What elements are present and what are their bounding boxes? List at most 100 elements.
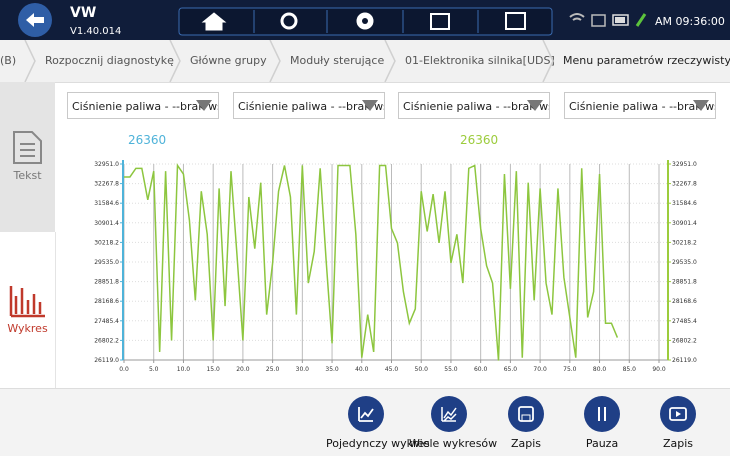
breadcrumb-separator [169,40,181,82]
x-tick-label: 10.0 [177,366,191,373]
breadcrumb[interactable]: Menu parametrów rzeczywistych [563,54,730,67]
breadcrumb[interactable]: Moduły sterujące [290,54,385,67]
y2-tick-label: 29535.0 [672,259,697,266]
sidebar-label: Tekst [13,169,42,182]
breadcrumb-separator [542,40,554,82]
x-tick-label: 25.0 [266,366,280,373]
breadcrumb-separator [384,40,396,82]
x-tick-label: 85.0 [623,366,637,373]
toolbar-button[interactable]: Zapis [486,396,566,450]
breadcrumb-separator [269,40,281,82]
toolbar-button[interactable]: Pojedynczy wykres [326,396,430,450]
dropdown-text: Ciśnienie paliwa - --brak wsk [238,100,385,113]
y-tick-label: 26802.2 [94,337,119,344]
dropdown-text: Ciśnienie paliwa - --brak wsk [403,100,550,113]
y2-tick-label: 32951.0 [672,161,697,168]
x-tick-label: 65.0 [504,366,518,373]
breadcrumb[interactable]: Główne grupy [190,54,267,67]
y2-tick-label: 26119.0 [672,357,697,364]
x-tick-label: 30.0 [296,366,310,373]
toolbar-button[interactable]: Pauza [562,396,642,450]
y-tick-label: 28168.6 [94,298,119,305]
y-tick-label: 31584.6 [94,200,119,207]
breadcrumb[interactable]: 01-Elektronika silnika[UDS] [405,54,555,67]
breadcrumb[interactable]: (B) [0,54,17,67]
button-icon [508,396,544,432]
y-tick-label: 30901.4 [94,220,119,227]
button-label: Wiele wykresów [409,437,498,450]
left-readout: 26360 [128,133,167,147]
breadcrumb-separator [24,40,36,82]
x-tick-label: 15.0 [206,366,220,373]
dropdown-arrow [196,100,212,111]
x-tick-label: 55.0 [444,366,458,373]
device-icon [591,14,606,27]
button-label: Zapis [510,437,542,450]
home-icon[interactable] [201,12,227,31]
x-tick-label: 45.0 [385,366,399,373]
y-tick-label: 26119.0 [94,357,119,364]
button-icon [660,396,696,432]
y-tick-label: 32267.8 [94,181,119,188]
back-icon [26,13,44,27]
text-icon [13,131,42,164]
dropdown-text: Ciśnienie paliwa - --brak wsk [72,100,219,113]
sidebar-text-tab[interactable]: Tekst [0,82,55,232]
toolbar-button[interactable]: Wiele wykresów [409,396,498,450]
parameter-dropdown[interactable]: Ciśnienie paliwa - --brak wsk [398,92,550,119]
button-glyph [441,407,457,422]
button-label: Pojedynczy wykres [326,437,430,450]
print-icon[interactable] [430,13,450,30]
chart: 26119.0 26119.0 26802.2 26802.2 27485.4 27485… [94,160,697,373]
button-icon [431,396,467,432]
x-tick-label: 50.0 [415,366,429,373]
x-tick-label: 75.0 [563,366,577,373]
app-version: V1.40.014 [70,26,121,37]
record-dot [362,18,368,24]
button-icon [348,396,384,432]
button-glyph [358,407,374,422]
sidebar-chart-tab[interactable]: Wykres [0,232,56,388]
battery-icon [612,14,629,26]
parameter-dropdown[interactable]: Ciśnienie paliwa - --brak wsk [67,92,219,119]
y2-tick-label: 32267.8 [672,181,697,188]
y-tick-label: 27485.4 [94,318,119,325]
x-tick-label: 5.0 [149,366,159,373]
x-tick-label: 35.0 [325,366,339,373]
parameter-dropdown[interactable]: Ciśnienie paliwa - --brak wsk [233,92,385,119]
sidebar-label: Wykres [7,322,48,335]
battery-level [615,17,625,23]
x-tick-label: 80.0 [593,366,607,373]
x-tick-label: 20.0 [236,366,250,373]
settings-icon[interactable] [280,12,298,30]
breadcrumb-bar: (B) Rozpocznij diagnostykę Główne grupy Mod… [0,40,730,83]
dropdown-arrow [527,100,543,111]
button-glyph [669,407,687,421]
y2-tick-label: 30901.4 [672,220,697,227]
dropdown-arrow [362,100,378,111]
y-tick-label: 29535.0 [94,259,119,266]
dropdown-text: Ciśnienie paliwa - --brak wsk [569,100,716,113]
y2-tick-label: 26802.2 [672,337,697,344]
button-label: Pauza [585,437,619,450]
dropdown-arrow [693,100,709,111]
button-icon [584,396,620,432]
top-bar-graphics: VW V1.40.014 AM 09:36:00 [18,3,725,37]
toolbar-button[interactable]: Zapis [638,396,718,450]
y2-tick-label: 28851.8 [672,279,697,286]
parameter-dropdown[interactable]: Ciśnienie paliwa - --brak wsk [564,92,716,119]
button-label: Zapis [662,437,694,450]
y-tick-label: 32951.0 [94,161,119,168]
y-tick-label: 30218.2 [94,239,119,246]
breadcrumb[interactable]: Rozpocznij diagnostykę [45,54,174,67]
link-icon [635,13,647,27]
wifi-icon [569,13,585,21]
image-icon[interactable] [505,12,526,30]
x-tick-label: 0.0 [119,366,129,373]
y-tick-label: 28851.8 [94,279,119,286]
clock: AM 09:36:00 [655,15,725,28]
y2-tick-label: 30218.2 [672,239,697,246]
x-tick-label: 60.0 [474,366,488,373]
x-tick-label: 70.0 [533,366,547,373]
